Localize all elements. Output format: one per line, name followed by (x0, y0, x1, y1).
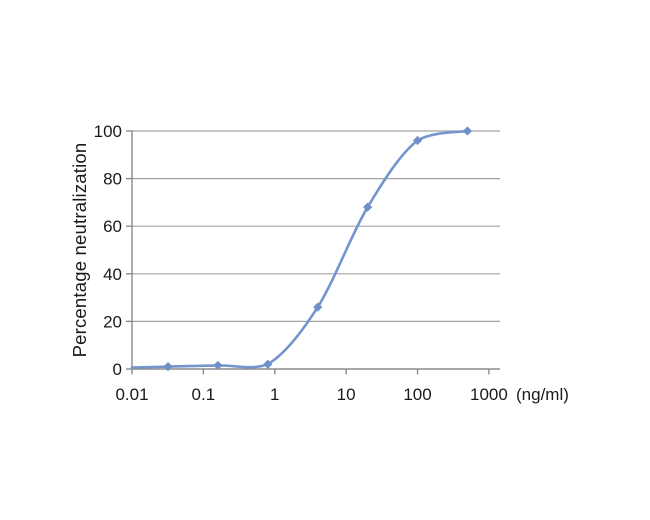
data-point-marker-0.8 (263, 359, 273, 369)
fitted-curve (130, 129, 469, 369)
x-tick-label-1: 1 (270, 385, 279, 404)
y-tick-label-100: 100 (94, 122, 122, 141)
data-point-marker-0.032 (163, 362, 173, 372)
y-tick-label-80: 80 (103, 170, 122, 189)
y-tick-label-0: 0 (113, 360, 122, 379)
x-tick-label-100: 100 (403, 385, 431, 404)
y-axis-title: Percentage neutralization (69, 142, 90, 358)
x-tick-label-10: 10 (337, 385, 356, 404)
y-tick-label-40: 40 (103, 265, 122, 284)
y-tick-label-60: 60 (103, 217, 122, 236)
data-point-marker-0.16 (213, 360, 223, 371)
x-axis-unit-label: (ng/ml) (516, 385, 569, 404)
x-tick-label-1000: 1000 (470, 385, 508, 404)
data-point-marker-500 (462, 126, 473, 136)
data-point-marker-4 (313, 302, 323, 312)
data-point-marker-100 (412, 135, 423, 146)
x-tick-label-0.01: 0.01 (115, 385, 148, 404)
y-tick-label-20: 20 (103, 312, 122, 331)
data-point-marker-20 (363, 202, 373, 212)
x-tick-label-0.1: 0.1 (192, 385, 216, 404)
